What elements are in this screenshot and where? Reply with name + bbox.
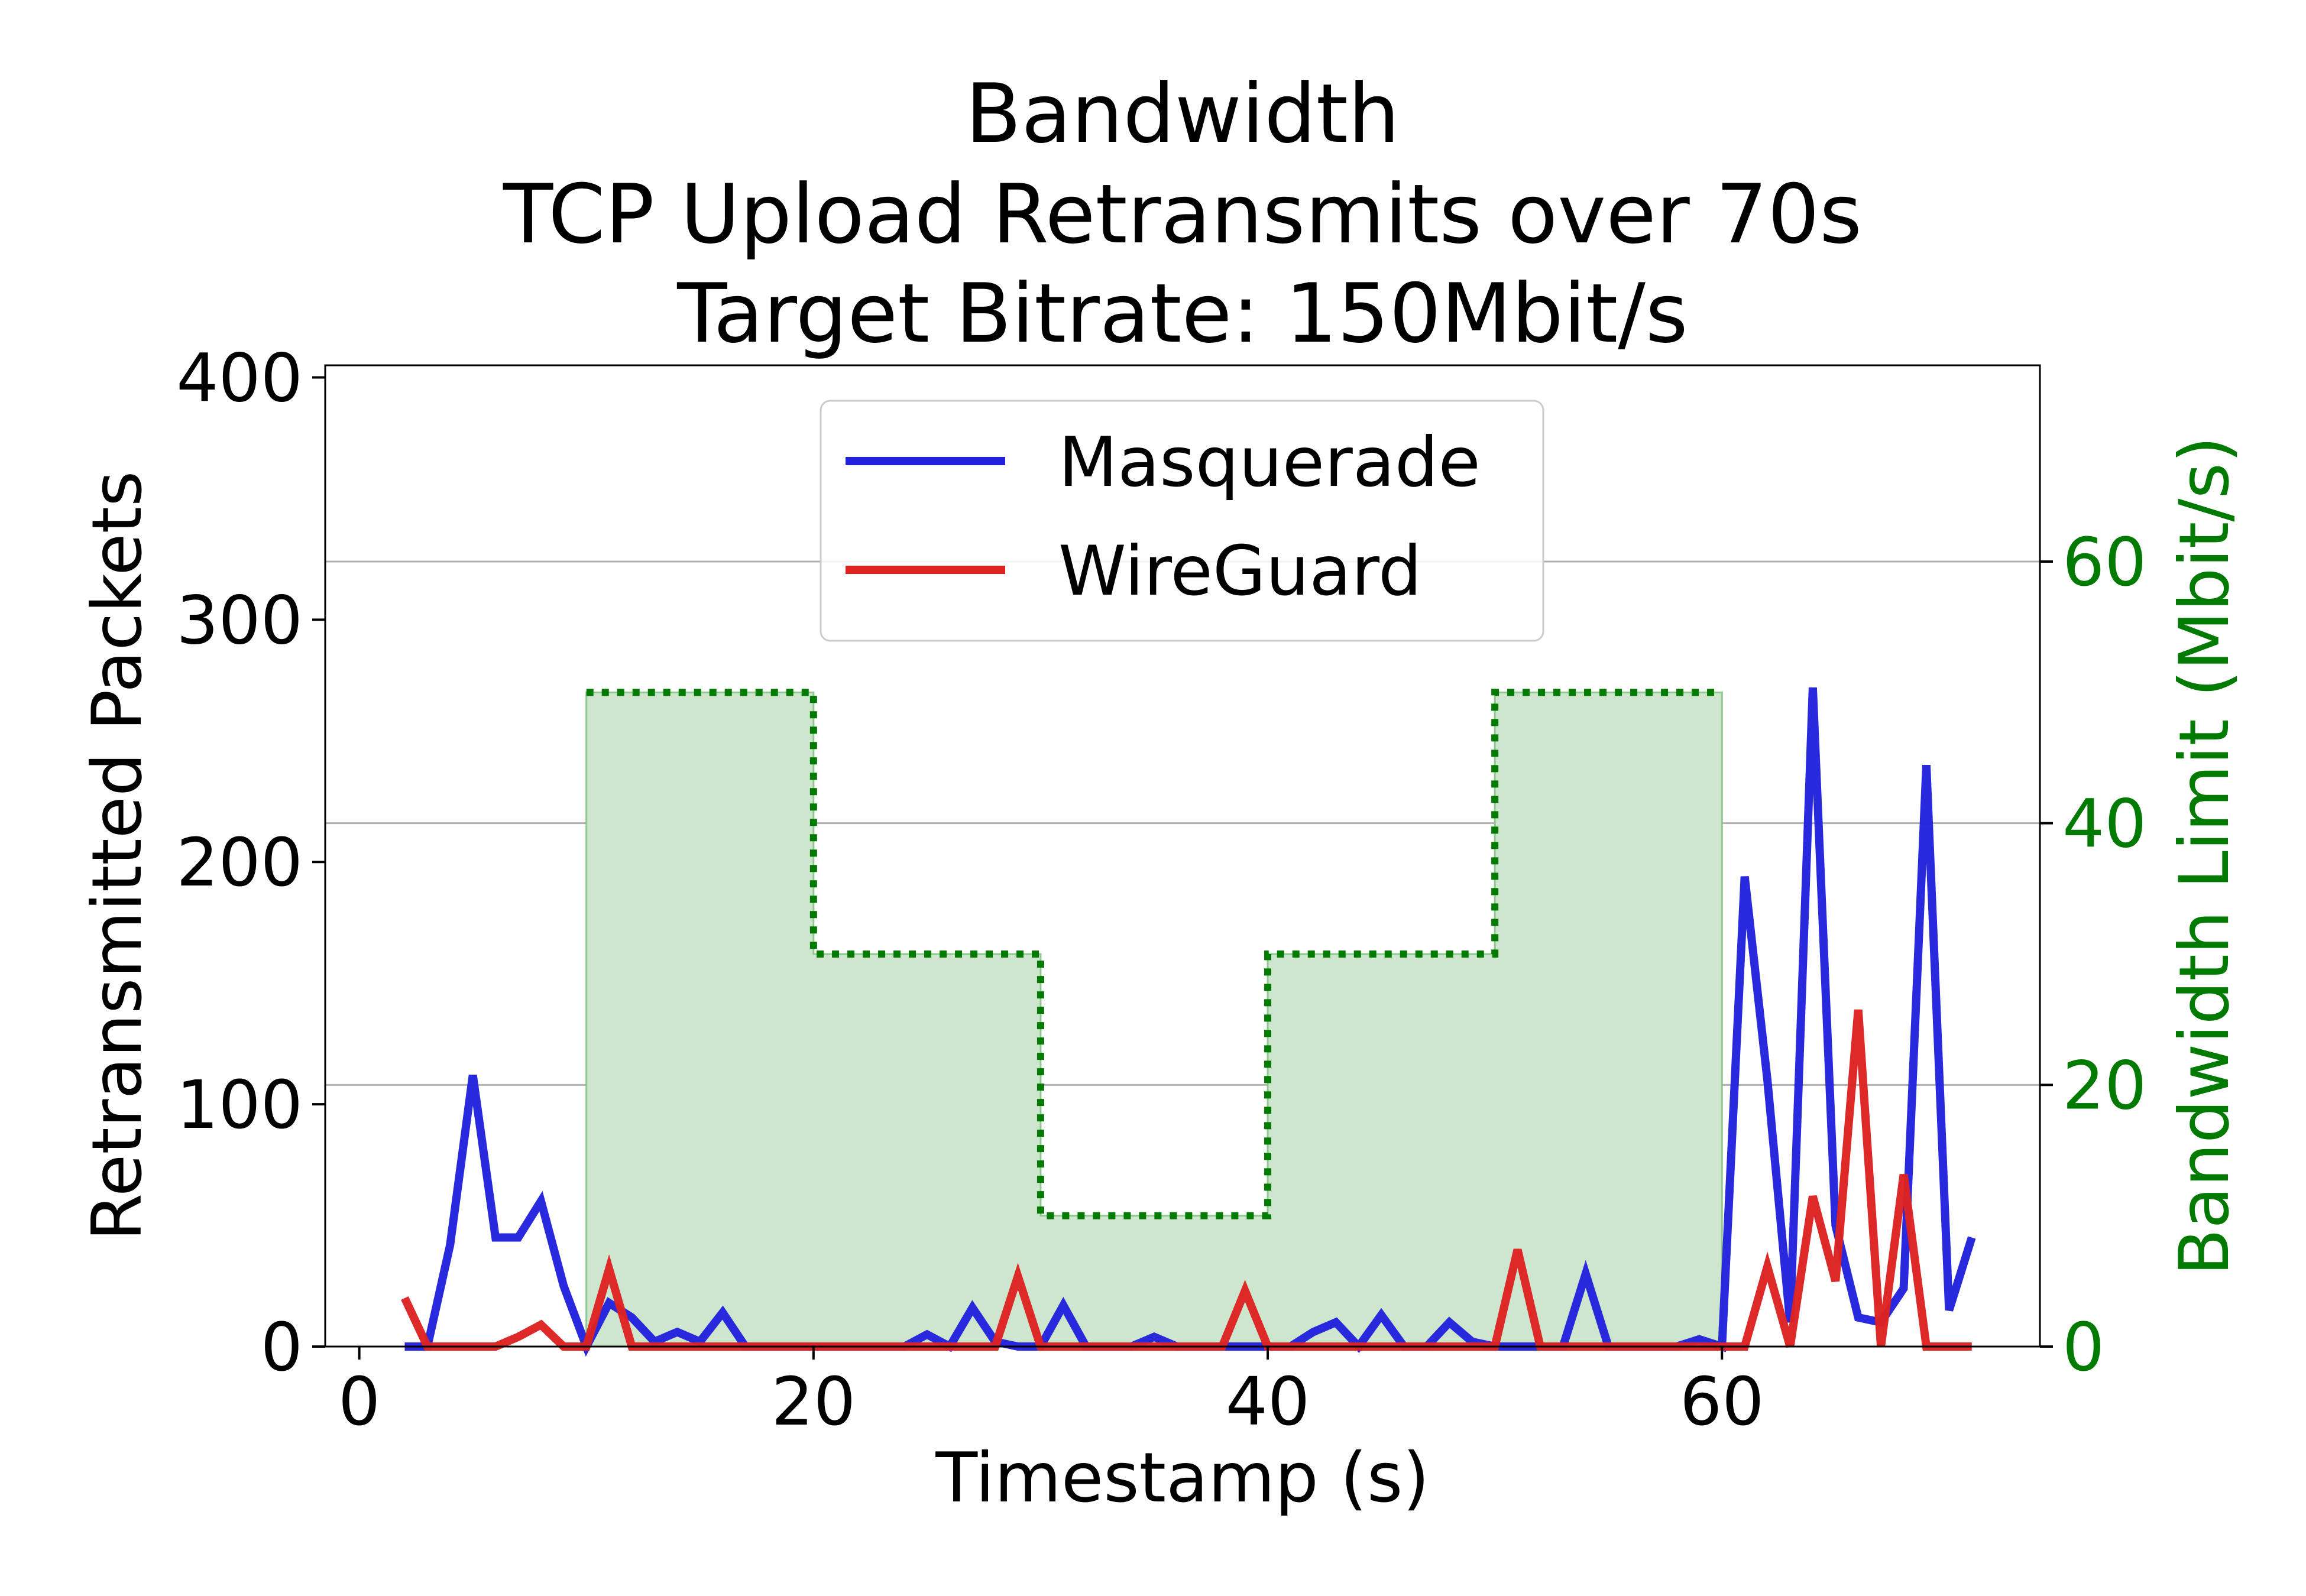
y2-tick-label: 40	[2062, 786, 2147, 863]
y2-tick-label: 60	[2062, 524, 2147, 601]
x-tick-label: 20	[772, 1364, 856, 1441]
y-axis-right: 0 20 40 60	[2040, 524, 2147, 1386]
series-line-bandwidth-limit	[586, 689, 1722, 1219]
y-tick-label: 200	[176, 825, 303, 901]
x-tick-label: 0	[338, 1364, 380, 1441]
y-tick-label: 300	[176, 582, 303, 659]
y2-tick-label: 0	[2062, 1309, 2104, 1386]
legend: Masquerade WireGuard	[820, 400, 1544, 642]
legend-label-masquerade: Masquerade	[1058, 423, 1481, 502]
y-tick-label: 0	[261, 1309, 303, 1386]
y2-axis-label: Bandwidth Limit (Mbit/s)	[2165, 436, 2245, 1276]
x-axis: 0 20 40 60	[338, 1347, 1764, 1441]
y2-tick-label: 20	[2062, 1047, 2147, 1124]
bandwidth-line-layer	[586, 689, 1722, 1219]
x-tick-label: 60	[1680, 1364, 1764, 1441]
plot-frame	[324, 364, 2041, 1348]
y-axis-left: 0 100 200 300 400	[176, 340, 325, 1386]
x-axis-label: Timestamp (s)	[935, 1438, 1429, 1518]
x-tick-label: 40	[1226, 1364, 1310, 1441]
title-line-3: Target Bitrate: 150Mbit/s	[676, 266, 1688, 361]
legend-label-wireguard: WireGuard	[1058, 531, 1422, 611]
y-tick-label: 400	[176, 340, 303, 417]
y-tick-label: 100	[176, 1067, 303, 1144]
chart-title: Bandwidth TCP Upload Retransmits over 70…	[503, 66, 1862, 361]
y-axis-label: Retransmitted Packets	[77, 471, 157, 1241]
title-line-2: TCP Upload Retransmits over 70s	[503, 167, 1862, 262]
title-line-1: Bandwidth	[966, 66, 1400, 161]
